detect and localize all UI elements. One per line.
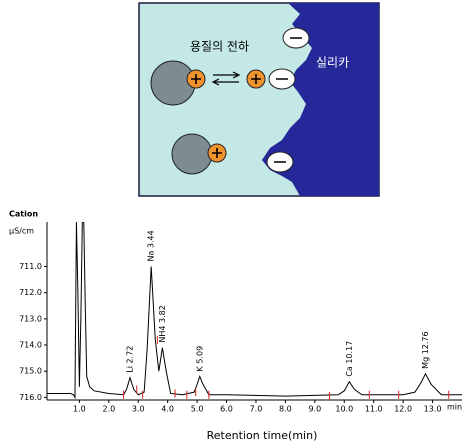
chart: Cation μS/cm Retention time(min) min 711… <box>9 210 462 443</box>
x-tick-label: 12.0 <box>394 405 412 414</box>
plus-signs <box>191 74 261 158</box>
x-tick-label: 8.0 <box>279 405 292 414</box>
x-tick-label: 3.0 <box>132 405 145 414</box>
solute-label: 용질의 전하 <box>190 40 249 54</box>
silica <box>262 3 379 196</box>
peak-label: Mg 12.76 <box>421 331 430 368</box>
x-tick-label: 6.0 <box>220 405 233 414</box>
peak-label: NH4 3.82 <box>158 305 167 342</box>
diagram: 용질의 전하 실리카 <box>138 2 380 197</box>
solute <box>171 133 213 175</box>
peak-label: K 5.09 <box>195 346 204 372</box>
x-tick-label: 7.0 <box>250 405 263 414</box>
chart-title: Cation <box>9 210 38 219</box>
y-axis-label: μS/cm <box>9 227 34 236</box>
x-tick-label: 4.0 <box>161 405 174 414</box>
x-tick-label: 9.0 <box>308 405 321 414</box>
x-tick-label: 10.0 <box>335 405 353 414</box>
y-tick-label: 715.0 <box>19 367 42 376</box>
line <box>47 222 462 400</box>
y-tick-label: 714.0 <box>19 341 42 350</box>
x-tick-label: 5.0 <box>191 405 204 414</box>
peak-label: Ca 10.17 <box>345 341 354 377</box>
minus-signs <box>274 37 302 163</box>
y-tick-label: 712.0 <box>19 288 42 297</box>
peak-label: Li 2.72 <box>126 346 135 373</box>
y-tick-label: 716.0 <box>19 393 42 402</box>
x-tick-label: 2.0 <box>102 405 115 414</box>
silica-label: 실리카 <box>316 56 349 70</box>
x-axis-label: Retention time(min) <box>207 429 318 442</box>
peak-label: Na 3.44 <box>147 230 156 261</box>
x-tick-label: 1.0 <box>73 405 86 414</box>
y-tick-label: 711.0 <box>19 262 42 271</box>
y-tick-label: 713.0 <box>19 314 42 323</box>
x-unit: min <box>447 403 462 412</box>
exchange-arrows <box>211 71 241 86</box>
x-tick-label: 13.0 <box>424 405 442 414</box>
x-tick-label: 11.0 <box>365 405 383 414</box>
positive-charges <box>186 69 266 163</box>
